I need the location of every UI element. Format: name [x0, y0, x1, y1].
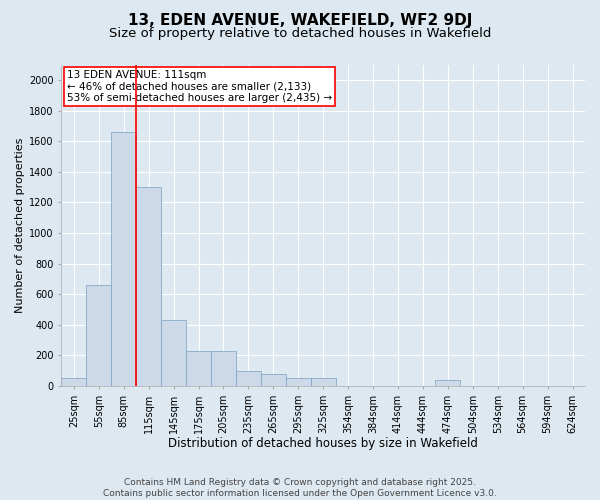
- X-axis label: Distribution of detached houses by size in Wakefield: Distribution of detached houses by size …: [168, 437, 478, 450]
- Text: 13, EDEN AVENUE, WAKEFIELD, WF2 9DJ: 13, EDEN AVENUE, WAKEFIELD, WF2 9DJ: [128, 12, 472, 28]
- Text: 13 EDEN AVENUE: 111sqm
← 46% of detached houses are smaller (2,133)
53% of semi-: 13 EDEN AVENUE: 111sqm ← 46% of detached…: [67, 70, 332, 103]
- Bar: [161, 320, 186, 386]
- Text: Size of property relative to detached houses in Wakefield: Size of property relative to detached ho…: [109, 28, 491, 40]
- Bar: [236, 370, 261, 386]
- Bar: [136, 187, 161, 386]
- Bar: [111, 132, 136, 386]
- Bar: [186, 350, 211, 386]
- Text: Contains HM Land Registry data © Crown copyright and database right 2025.
Contai: Contains HM Land Registry data © Crown c…: [103, 478, 497, 498]
- Bar: [211, 350, 236, 386]
- Bar: [286, 378, 311, 386]
- Bar: [86, 285, 111, 386]
- Y-axis label: Number of detached properties: Number of detached properties: [15, 138, 25, 313]
- Bar: [261, 374, 286, 386]
- Bar: [61, 378, 86, 386]
- Bar: [436, 380, 460, 386]
- Bar: [311, 378, 335, 386]
